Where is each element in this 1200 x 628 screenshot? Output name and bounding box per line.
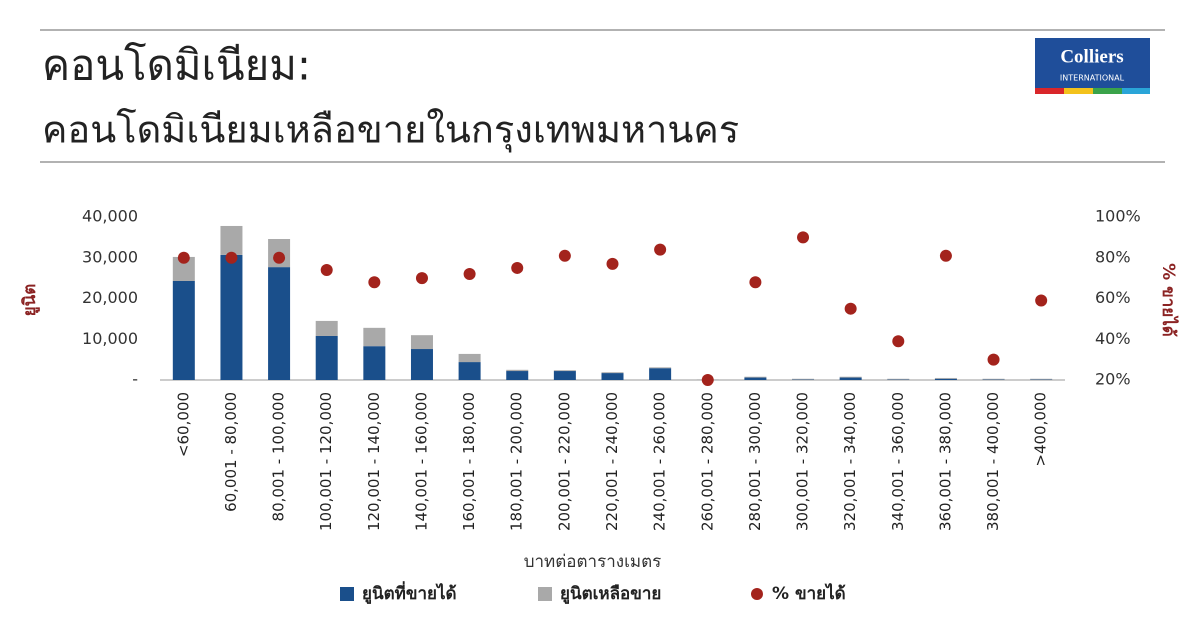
bar	[934, 377, 957, 379]
y2-tick-label: 40%	[1095, 329, 1131, 348]
x-tick-label: 80,001 - 100,000	[270, 392, 288, 521]
point	[701, 374, 714, 386]
y-axis-title: ยูนิต	[20, 284, 41, 317]
point	[844, 302, 857, 315]
y-tick-label: 30,000	[82, 247, 138, 266]
x-tick-label: 280,001 - 300,000	[746, 392, 764, 531]
x-tick-label: 60,001 - 80,000	[222, 392, 240, 512]
y-tick-label: 40,000	[82, 207, 138, 226]
legend-marker	[751, 588, 763, 600]
x-tick-label: 260,001 - 280,000	[698, 392, 716, 531]
bar	[410, 349, 433, 380]
x-tick-label: 120,001 - 140,000	[365, 392, 383, 531]
bar	[410, 335, 433, 350]
x-tick-label: 320,001 - 340,000	[841, 392, 859, 531]
subtitle: คอนโดมิเนียมเหลือขายในกรุงเทพมหานคร	[42, 108, 739, 153]
point	[273, 251, 286, 264]
legend-label: % ขายได้	[772, 583, 846, 604]
bar	[172, 280, 195, 380]
x-tick-label: >400,000	[1032, 392, 1050, 467]
bar	[839, 376, 862, 378]
x-tick-label: 180,001 - 200,000	[508, 392, 526, 531]
x-axis-title: บาทต่อตารางเมตร	[524, 552, 662, 572]
point	[225, 251, 238, 264]
y2-tick-label: 20%	[1095, 370, 1131, 389]
bar	[363, 346, 386, 380]
legend-label: ยูนิตเหลือขาย	[560, 583, 661, 605]
y2-tick-label: 100%	[1095, 207, 1141, 226]
bar	[601, 372, 624, 374]
bar	[744, 377, 767, 380]
point	[939, 249, 952, 262]
bar	[553, 370, 576, 372]
x-tick-label: 100,001 - 120,000	[317, 392, 335, 531]
y2-axis-title: % ขายได้	[1158, 263, 1179, 337]
bar	[649, 368, 672, 380]
point	[415, 272, 428, 285]
legend-marker	[340, 587, 354, 601]
bar	[363, 327, 386, 347]
bar	[458, 362, 481, 380]
point	[177, 251, 190, 264]
bar	[744, 376, 767, 378]
x-tick-label: 380,001 - 400,000	[984, 392, 1002, 531]
x-tick-label: 360,001 - 380,000	[936, 392, 954, 531]
bar	[315, 335, 338, 380]
bar	[553, 371, 576, 380]
bar	[172, 256, 195, 281]
title: คอนโดมิเนียม:	[42, 41, 311, 90]
bar	[506, 369, 529, 372]
logo-stripe	[1064, 88, 1093, 94]
point	[797, 231, 810, 244]
bar	[268, 267, 291, 380]
bar	[839, 377, 862, 380]
y2-tick-label: 80%	[1095, 247, 1131, 266]
point	[558, 249, 571, 262]
y2-tick-label: 60%	[1095, 288, 1131, 307]
x-tick-label: 240,001 - 260,000	[651, 392, 669, 531]
bar	[220, 254, 243, 380]
point	[892, 335, 905, 348]
point	[511, 261, 524, 274]
logo-stripe	[1093, 88, 1122, 94]
logo-name: Colliers	[1060, 46, 1123, 67]
legend-label: ยูนิตที่ขายได้	[362, 581, 457, 605]
bar	[458, 353, 481, 363]
point	[749, 276, 762, 289]
logo: Colliers INTERNATIONAL	[1035, 38, 1150, 94]
x-tick-label: 200,001 - 220,000	[555, 392, 573, 531]
y-tick-label: 10,000	[82, 329, 138, 348]
x-tick-label: <60,000	[174, 392, 192, 457]
point	[1035, 294, 1048, 307]
x-tick-label: 300,001 - 320,000	[794, 392, 812, 531]
x-tick-label: 340,001 - 360,000	[889, 392, 907, 531]
x-tick-label: 140,001 - 160,000	[412, 392, 430, 531]
bar	[506, 371, 529, 380]
logo-sub: INTERNATIONAL	[1060, 74, 1125, 83]
bar	[601, 373, 624, 380]
point	[463, 268, 476, 281]
logo-box	[1035, 38, 1150, 88]
bar	[887, 378, 910, 380]
bar	[220, 225, 243, 255]
point	[320, 263, 333, 276]
bar	[649, 367, 672, 369]
bar	[1030, 378, 1053, 380]
logo-stripe	[1122, 88, 1150, 94]
point	[654, 243, 667, 256]
point	[606, 257, 619, 270]
y-tick-label: 20,000	[82, 288, 138, 307]
bar	[315, 320, 338, 336]
x-tick-label: 160,001 - 180,000	[460, 392, 478, 531]
x-tick-label: 220,001 - 240,000	[603, 392, 621, 531]
legend-marker	[538, 587, 552, 601]
point	[987, 353, 1000, 366]
y-tick-label: -	[132, 370, 138, 389]
bar	[934, 378, 957, 380]
point	[368, 276, 381, 289]
bar	[792, 378, 815, 380]
bar	[982, 378, 1005, 380]
logo-stripe	[1035, 88, 1064, 94]
